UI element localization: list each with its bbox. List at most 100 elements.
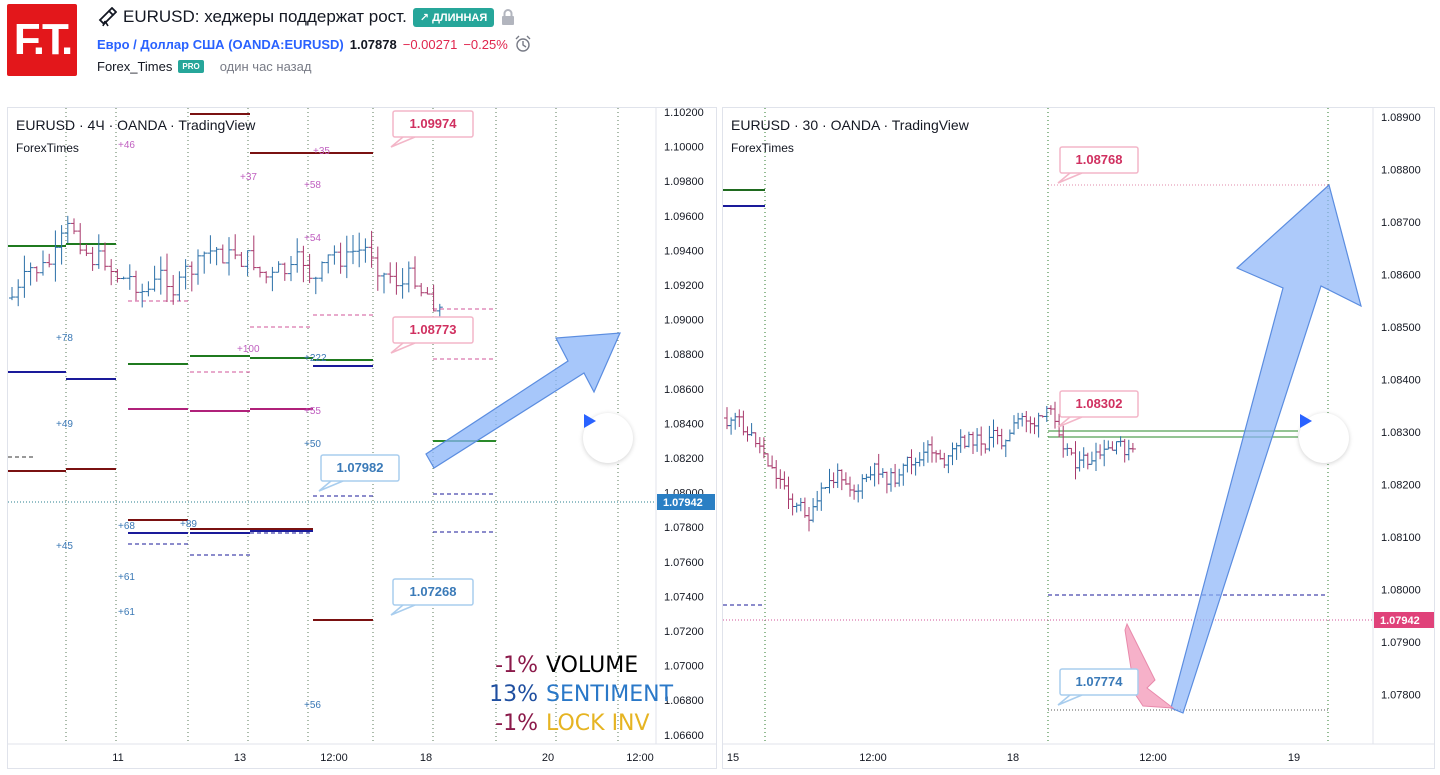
telescope-icon	[98, 7, 117, 27]
stat-volume-label: VOLUME	[546, 653, 639, 678]
left-small-label: +100	[237, 344, 260, 355]
left-price-tick: 1.09600	[664, 211, 704, 223]
symbol-link[interactable]: Евро / Доллар США (OANDA:EURUSD)	[97, 37, 344, 52]
left-play-button[interactable]	[583, 413, 633, 463]
right-time-tick: 18	[1007, 752, 1019, 764]
right-callout-tail	[1057, 694, 1083, 706]
right-price-tick: 1.08100	[1381, 532, 1421, 544]
symbol-name: Евро / Доллар США	[97, 36, 225, 52]
right-current-price-tag	[1374, 612, 1434, 628]
stat-sentiment-value: 13%	[489, 682, 538, 707]
right-price-tick: 1.08900	[1381, 112, 1421, 124]
right-price-tick: 1.08700	[1381, 217, 1421, 229]
left-small-label: +50	[304, 439, 321, 450]
published-time: один час назад	[219, 59, 312, 74]
right-price-tick: 1.08500	[1381, 322, 1421, 334]
symbol-change-pct: −0.25%	[463, 36, 508, 52]
right-chart-canvas[interactable]: 1.08768 1.08302 1.07774 1.08900 1.08800 1.087…	[723, 108, 1435, 769]
left-small-label: +49	[56, 419, 73, 430]
left-small-label: +222	[304, 353, 327, 364]
right-callout-box	[1059, 146, 1139, 174]
right-chart-sublegend: ForexTimes	[731, 141, 794, 155]
left-small-label: +35	[313, 146, 330, 157]
author-row: Forex_Times PRO один час назад	[97, 59, 311, 74]
left-price-tick: 1.08600	[664, 384, 704, 396]
left-price-tick: 1.08400	[664, 418, 704, 430]
left-callout-box	[392, 110, 474, 138]
right-price-tick: 1.08000	[1381, 585, 1421, 597]
left-price-tick: 1.06600	[664, 730, 704, 742]
left-price-tick: 1.07400	[664, 591, 704, 603]
play-icon	[1300, 414, 1312, 428]
left-callout-label: 1.07982	[337, 460, 384, 475]
left-callout-tail	[390, 342, 416, 354]
stat-lock-inv-label: LOCK INV	[546, 711, 650, 736]
left-price-tick: 1.08200	[664, 453, 704, 465]
symbol-change: −0.00271	[402, 36, 458, 52]
left-small-label: +68	[118, 521, 135, 532]
left-price-tick: 1.07000	[664, 661, 704, 673]
right-play-button[interactable]	[1299, 413, 1349, 463]
left-small-label: +37	[240, 172, 257, 183]
stat-volume-value: -1%	[495, 653, 538, 678]
stat-lock-inv-value: -1%	[495, 711, 538, 736]
left-small-label: +78	[56, 333, 73, 344]
left-time-tick: 18	[420, 752, 432, 764]
play-icon	[584, 414, 596, 428]
left-price-tick: 1.09400	[664, 245, 704, 257]
author-logo[interactable]: F.T.	[7, 4, 77, 76]
right-price-tick: 1.07800	[1381, 690, 1421, 702]
pro-badge: PRO	[178, 60, 204, 73]
symbol-code: (OANDA:EURUSD)	[228, 36, 344, 52]
left-time-tick: 12:00	[626, 752, 654, 764]
stats-overlay: -1% VOLUME 13% SENTIMENT -1% LOCK INV	[488, 653, 673, 740]
right-price-tick: 1.08300	[1381, 427, 1421, 439]
stat-sentiment-label: SENTIMENT	[546, 682, 674, 707]
right-price-tick: 1.07900	[1381, 637, 1421, 649]
right-chart-30m[interactable]: 1.08768 1.08302 1.07774 1.08900 1.08800 1.087…	[722, 107, 1435, 769]
left-price-tick: 1.09000	[664, 315, 704, 327]
lock-icon	[502, 9, 515, 25]
left-callout-box	[320, 454, 400, 482]
idea-header: F.T. EURUSD: хеджеры поддержат рост. ↗ Д…	[0, 0, 1440, 100]
left-small-label: +55	[304, 406, 321, 417]
left-price-tick: 1.06800	[664, 695, 704, 707]
right-callout-box	[1059, 668, 1139, 696]
left-chart-sublegend: ForexTimes	[16, 141, 79, 155]
left-small-label: +56	[304, 700, 321, 711]
left-chart-canvas[interactable]: +46 +37 +35 +58 +54 +78 +100 +222 +49 +55 +50 +68 +8…	[8, 108, 717, 769]
left-price-tick: 1.10200	[664, 108, 704, 119]
alarm-clock-icon[interactable]	[514, 35, 534, 53]
right-price-tick: 1.08600	[1381, 270, 1421, 282]
left-small-label: +61	[118, 572, 135, 583]
right-price-tick: 1.08800	[1381, 165, 1421, 177]
left-time-tick: 12:00	[320, 752, 348, 764]
left-callout-label: 1.08773	[410, 322, 457, 337]
right-callout-label: 1.08302	[1076, 396, 1123, 411]
left-target-arrow	[425, 332, 621, 469]
stat-volume: -1% VOLUME	[488, 653, 673, 682]
left-price-tick: 1.07200	[664, 626, 704, 638]
left-price-tick: 1.09200	[664, 280, 704, 292]
left-callout-box	[392, 316, 474, 344]
left-chart-legend: EURUSD · 4Ч · OANDA · TradingView	[16, 117, 256, 133]
idea-title: EURUSD: хеджеры поддержат рост.	[123, 7, 407, 26]
right-price-tick: 1.08400	[1381, 375, 1421, 387]
left-callout-box	[392, 578, 474, 606]
right-callout-tail	[1057, 172, 1083, 184]
right-price-tick: 1.08200	[1381, 480, 1421, 492]
symbol-price: 1.07878	[349, 36, 397, 52]
left-small-label: +46	[118, 140, 135, 151]
left-price-tick: 1.08800	[664, 349, 704, 361]
direction-badge-label: ДЛИННАЯ	[432, 11, 488, 24]
left-callout-tail	[390, 136, 416, 148]
left-time-tick: 11	[112, 752, 123, 764]
left-current-price: 1.07942	[663, 497, 703, 509]
title-row: EURUSD: хеджеры поддержат рост. ↗ ДЛИННА…	[97, 5, 516, 29]
left-chart-4h[interactable]: +46 +37 +35 +58 +54 +78 +100 +222 +49 +55 +50 +68 +8…	[7, 107, 717, 769]
right-callout-box	[1059, 390, 1139, 418]
left-small-label: +89	[180, 519, 197, 530]
left-price-tick: 1.07600	[664, 557, 704, 569]
author-name[interactable]: Forex_Times	[97, 59, 173, 74]
left-price-tick: 1.07800	[664, 522, 704, 534]
